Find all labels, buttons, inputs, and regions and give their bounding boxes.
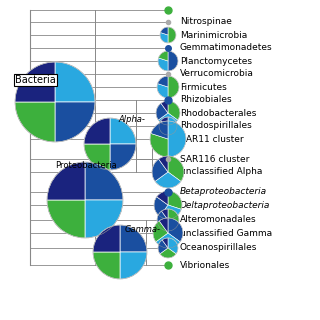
Wedge shape (159, 156, 168, 172)
Text: Rhizobiales: Rhizobiales (180, 95, 232, 105)
Wedge shape (15, 62, 55, 102)
Wedge shape (150, 133, 168, 157)
Wedge shape (157, 84, 168, 98)
Wedge shape (47, 162, 85, 200)
Wedge shape (153, 221, 168, 242)
Text: Rhodospirillales: Rhodospirillales (180, 122, 252, 131)
Text: SAR116 cluster: SAR116 cluster (180, 155, 249, 164)
Wedge shape (85, 200, 123, 238)
Wedge shape (157, 191, 168, 205)
Wedge shape (168, 121, 186, 157)
Text: Bacteria: Bacteria (15, 75, 56, 85)
Wedge shape (162, 209, 168, 220)
Wedge shape (161, 101, 168, 113)
Wedge shape (168, 238, 178, 254)
Wedge shape (93, 225, 120, 252)
Wedge shape (168, 27, 176, 43)
Wedge shape (158, 113, 178, 125)
Text: Alpha-: Alpha- (118, 116, 145, 124)
Text: Vibrionales: Vibrionales (180, 260, 230, 269)
Wedge shape (159, 121, 168, 133)
Wedge shape (168, 156, 184, 181)
Text: Nitrospinae: Nitrospinae (180, 18, 232, 27)
Wedge shape (160, 33, 168, 43)
Wedge shape (160, 248, 176, 258)
Wedge shape (161, 117, 168, 126)
Text: Proteobacteria: Proteobacteria (55, 161, 117, 170)
Text: SAR11 cluster: SAR11 cluster (180, 134, 244, 143)
Wedge shape (168, 51, 178, 71)
Wedge shape (168, 117, 177, 129)
Text: unclassified Alpha: unclassified Alpha (180, 167, 262, 177)
Text: Firmicutes: Firmicutes (180, 83, 227, 92)
Wedge shape (84, 144, 110, 170)
Wedge shape (55, 62, 95, 102)
Wedge shape (55, 102, 95, 142)
Wedge shape (158, 58, 168, 71)
Wedge shape (154, 197, 168, 216)
Text: Gamma-: Gamma- (125, 226, 161, 235)
Wedge shape (152, 159, 168, 181)
Wedge shape (157, 76, 168, 87)
Wedge shape (163, 126, 177, 135)
Wedge shape (155, 172, 181, 188)
Wedge shape (93, 252, 120, 279)
Wedge shape (110, 118, 136, 144)
Text: unclassified Gamma: unclassified Gamma (180, 228, 272, 237)
Wedge shape (47, 200, 85, 238)
Wedge shape (168, 101, 180, 120)
Text: Verrucomicrobia: Verrucomicrobia (180, 69, 254, 78)
Text: Rhodobacterales: Rhodobacterales (180, 108, 256, 117)
Wedge shape (158, 51, 168, 61)
Text: Deltaproteobacteria: Deltaproteobacteria (180, 201, 270, 210)
Wedge shape (168, 218, 183, 242)
Text: Betaproteobacteria: Betaproteobacteria (180, 188, 267, 196)
Wedge shape (157, 211, 168, 223)
Text: Marinimicrobia: Marinimicrobia (180, 30, 247, 39)
Wedge shape (160, 27, 168, 35)
Wedge shape (162, 238, 168, 248)
Wedge shape (110, 144, 136, 170)
Wedge shape (159, 218, 168, 233)
Text: Alteromonadales: Alteromonadales (180, 215, 257, 225)
Wedge shape (158, 240, 168, 254)
Wedge shape (168, 209, 179, 229)
Wedge shape (120, 225, 147, 252)
Wedge shape (15, 102, 55, 142)
Text: Gemmatimonadetes: Gemmatimonadetes (180, 44, 273, 52)
Wedge shape (160, 205, 181, 219)
Wedge shape (168, 191, 182, 209)
Wedge shape (120, 252, 147, 279)
Wedge shape (85, 162, 123, 200)
Wedge shape (157, 220, 174, 231)
Wedge shape (151, 121, 168, 139)
Wedge shape (156, 233, 180, 248)
Wedge shape (84, 118, 110, 144)
Wedge shape (168, 76, 179, 98)
Text: Oceanospirillales: Oceanospirillales (180, 244, 257, 252)
Text: Planctomycetes: Planctomycetes (180, 57, 252, 66)
Wedge shape (156, 103, 168, 120)
